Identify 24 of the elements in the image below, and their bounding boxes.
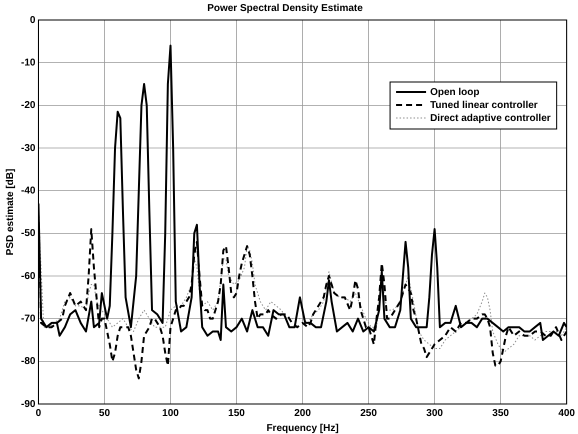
x-tick-label: 400 <box>558 408 576 419</box>
x-axis-title: Frequency [Hz] <box>266 422 339 434</box>
y-tick-label: -60 <box>21 270 36 282</box>
x-tick-label: 50 <box>98 408 110 419</box>
y-tick-label: -80 <box>21 356 36 368</box>
x-tick-label: 100 <box>162 408 180 419</box>
y-tick-label: -10 <box>21 57 36 68</box>
x-tick-label: 200 <box>294 408 312 419</box>
y-tick-label: 0 <box>30 14 36 26</box>
y-tick-label: -70 <box>21 313 36 324</box>
y-tick-label: -30 <box>21 142 36 154</box>
x-tick-label: 150 <box>228 408 246 419</box>
y-axis-title: PSD estimate [dB] <box>4 168 16 256</box>
legend-label: Open loop <box>430 86 480 98</box>
y-tick-label: -50 <box>21 228 36 240</box>
x-tick-label: 300 <box>426 408 444 419</box>
y-tick-label: -20 <box>21 100 36 112</box>
legend-label: Direct adaptive controller <box>430 112 551 124</box>
y-tick-label: -90 <box>21 398 36 410</box>
y-tick-label: -40 <box>21 185 36 196</box>
legend-label: Tuned linear controller <box>430 100 538 111</box>
chart-title: Power Spectral Density Estimate <box>207 2 364 14</box>
x-tick-label: 350 <box>492 408 510 419</box>
x-tick-label: 250 <box>360 408 378 419</box>
